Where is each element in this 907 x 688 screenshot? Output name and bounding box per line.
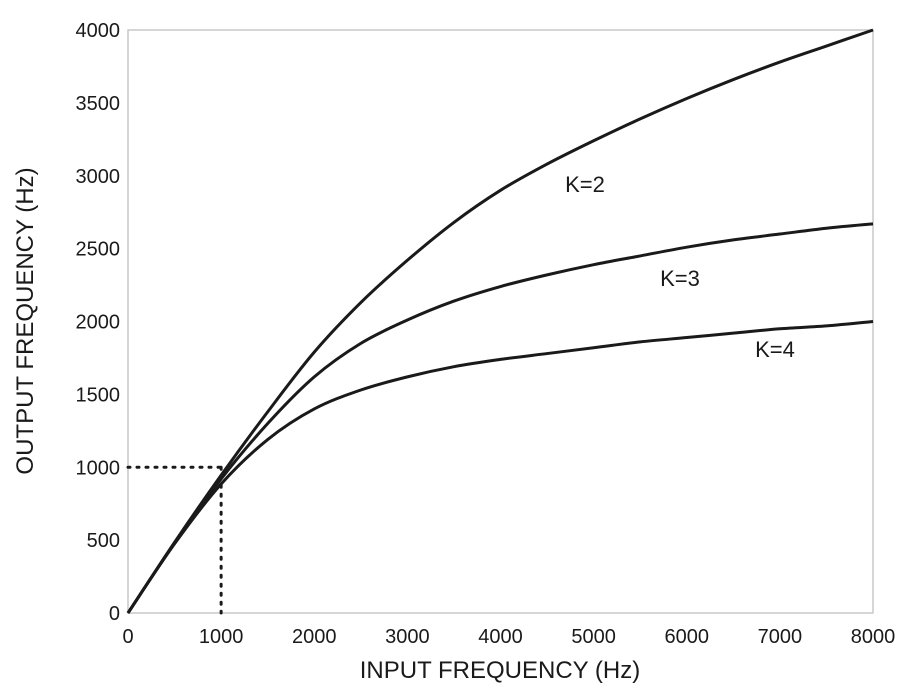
x-axis-title: INPUT FREQUENCY (Hz) [360,657,640,684]
y-tick-label: 2000 [76,312,121,334]
y-tick-labels: 0 500 1000 1500 2000 2500 3000 3500 4000 [76,20,121,625]
y-tick-label: 1000 [76,457,121,479]
x-tick-labels: 0 1000 2000 3000 4000 5000 6000 7000 8000 [122,626,895,648]
series-line-k4 [126,320,874,614]
y-axis-title: OUTPUT FREQUENCY (Hz) [12,167,39,474]
x-tick-label: 7000 [758,626,803,648]
y-tick-label: 3500 [76,93,121,115]
series-line-k2 [126,28,874,614]
x-tick-label: 8000 [851,626,896,648]
y-tick-label: 2500 [76,239,121,261]
y-tick-label: 4000 [76,20,121,42]
y-tick-label: 500 [87,530,120,552]
series-label-k4: K=4 [755,337,795,362]
y-tick-label: 3000 [76,166,121,188]
x-tick-label: 6000 [665,626,710,648]
series-line-k3 [126,222,874,614]
series-labels: K=2 K=3 K=4 [565,172,795,362]
x-tick-label: 1000 [199,626,244,648]
x-tick-label: 5000 [571,626,616,648]
series-label-k3: K=3 [660,266,700,291]
series-label-k2: K=2 [565,172,605,197]
plot-frame [127,29,874,614]
x-tick-label: 3000 [385,626,430,648]
x-tick-label: 2000 [292,626,337,648]
reference-lines [126,465,223,615]
y-tick-label: 1500 [76,384,121,406]
y-tick-label: 0 [109,603,120,625]
x-tick-label: 4000 [478,626,523,648]
x-tick-label: 0 [122,626,133,648]
series-lines [126,28,874,614]
